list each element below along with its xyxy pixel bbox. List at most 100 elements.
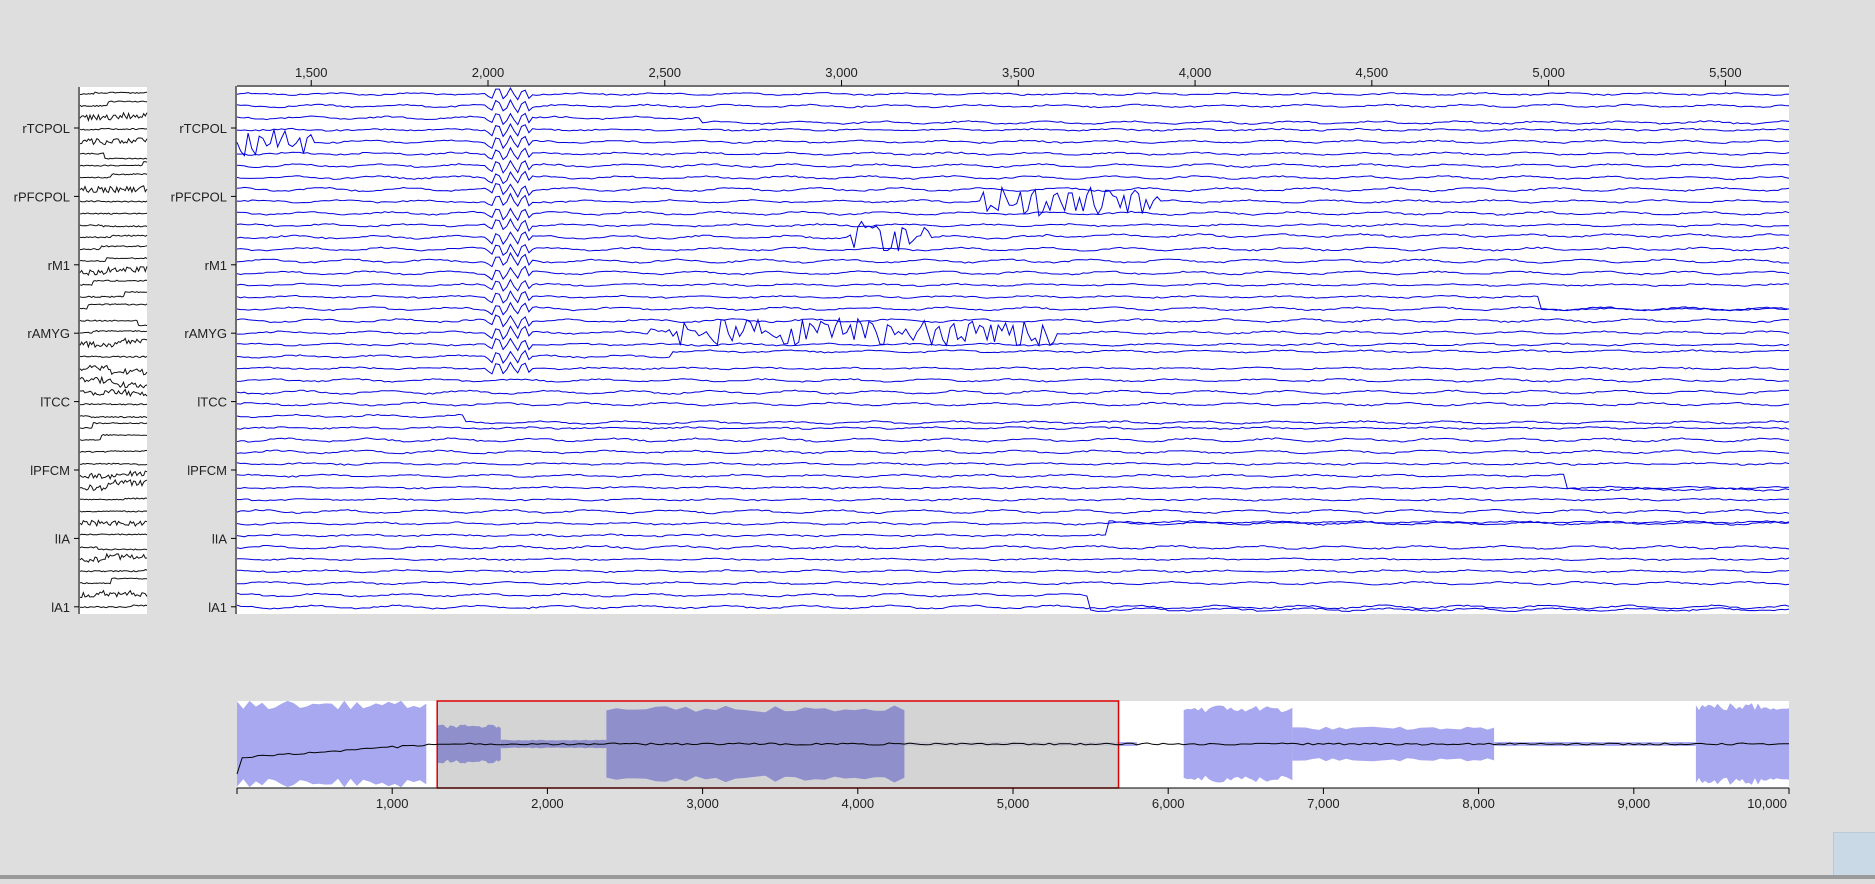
main-trace [236, 278, 1790, 292]
overview-navigator[interactable]: 1,000 2,000 3,000 4,000 5,000 6,000 7,000 8,000… [236, 700, 1790, 811]
thumbnail-channel-label: lIA [55, 531, 71, 546]
overview-envelope-segment [1695, 703, 1789, 785]
main-trace [236, 290, 1790, 312]
thumbnail-trace [79, 245, 148, 251]
main-trace [236, 592, 1790, 613]
main-trace [237, 569, 1790, 574]
main-channel-label: lTCC [197, 395, 227, 410]
main-trace [236, 520, 1790, 538]
main-trace [236, 521, 1790, 526]
main-trace [236, 401, 1790, 407]
overview-x-tick-label: 10,000 [1747, 796, 1787, 811]
main-trace [236, 170, 1790, 185]
thumbnail-trace [79, 469, 148, 480]
main-trace [236, 544, 1790, 550]
main-x-tick-label: 2,000 [472, 65, 505, 80]
thumbnail-trace [79, 173, 148, 179]
thumbnail-trace [79, 337, 148, 349]
main-trace [236, 426, 1790, 430]
thumbnail-trace [79, 433, 148, 441]
overview-x-tick-label: 1,000 [376, 796, 409, 811]
main-trace [236, 497, 1790, 502]
thumbnail-trace [79, 589, 148, 599]
main-channel-label: lIA [212, 531, 228, 546]
main-x-tick-label: 2,500 [648, 65, 681, 80]
main-trace [236, 557, 1790, 562]
main-trace-panel[interactable]: 1,500 2,000 2,500 3,000 3,500 4,000 4,500 5,000… [171, 65, 1790, 615]
main-trace [236, 413, 1790, 425]
overview-x-tick-label: 2,000 [531, 796, 564, 811]
main-trace [236, 337, 1790, 352]
thumbnail-trace [79, 91, 148, 96]
main-channel-label: rM1 [205, 258, 227, 273]
main-x-tick-label: 5,000 [1532, 65, 1565, 80]
thumbnail-channel-label: lPFCM [30, 463, 70, 478]
overview-envelope-segment [500, 739, 607, 749]
main-trace [236, 485, 1790, 490]
overview-x-tick-label: 9,000 [1618, 796, 1651, 811]
main-trace [236, 146, 1790, 161]
main-channel-label: lPFCM [187, 463, 227, 478]
main-trace [236, 461, 1790, 466]
thumbnail-trace [79, 533, 148, 536]
main-trace [236, 159, 1790, 174]
main-x-tick-label: 4,000 [1179, 65, 1212, 80]
main-trace [236, 473, 1790, 492]
main-trace [236, 265, 1790, 281]
thumbnail-trace [79, 403, 148, 406]
thumbnail-trace [79, 290, 148, 298]
thumbnail-plot-area[interactable] [80, 87, 147, 614]
main-trace [236, 122, 1789, 138]
thumbnail-trace [79, 422, 148, 430]
main-x-tick-label: 1,500 [295, 65, 328, 80]
main-trace [236, 349, 1790, 364]
main-trace [236, 207, 1790, 222]
overview-x-tick-label: 3,000 [686, 796, 719, 811]
overview-mean-trace [236, 742, 1790, 775]
main-trace [236, 86, 1790, 101]
thumbnail-trace [79, 450, 147, 453]
overview-x-ticks: 1,000 2,000 3,000 4,000 5,000 6,000 7,000 8,000… [236, 788, 1790, 811]
thumbnail-trace [80, 577, 148, 585]
thumbnail-trace [79, 257, 148, 263]
thumbnail-channel-labels: rTCPOL rPFCPOL rM1 rAMYG lTCC lPFCM lIA lA1 [14, 121, 79, 615]
main-x-tick-label: 3,500 [1002, 65, 1035, 80]
thumbnail-trace [79, 462, 148, 466]
thumbnail-trace [79, 234, 148, 239]
thumbnail-trace [79, 137, 148, 146]
thumbnail-trace [79, 546, 148, 551]
main-trace [236, 449, 1790, 455]
thumbnail-traces [79, 91, 148, 609]
main-traces [236, 86, 1790, 613]
main-x-ticks: 1,500 2,000 2,500 3,000 3,500 4,000 4,500 5,000… [295, 65, 1742, 86]
thumbnail-channel-label: lTCC [40, 395, 70, 410]
thumbnail-trace [79, 510, 148, 513]
thumbnail-channel-label: lA1 [51, 600, 70, 615]
thumbnail-trace [79, 152, 148, 160]
thumbnail-trace [80, 329, 148, 334]
main-trace [236, 218, 1790, 233]
channel-thumbnail-panel[interactable]: rTCPOL rPFCPOL rM1 rAMYG lTCC lPFCM lIA lA1 [14, 87, 148, 615]
overview-envelope-segment [237, 700, 427, 788]
main-trace [236, 437, 1790, 443]
main-channel-label: rTCPOL [179, 121, 227, 136]
thumbnail-trace [79, 279, 148, 286]
thumbnail-trace [79, 552, 148, 564]
main-trace [237, 580, 1790, 586]
thumbnail-trace [79, 224, 148, 228]
main-trace [236, 185, 1790, 217]
thumbnail-trace [79, 265, 148, 277]
main-trace [236, 129, 1790, 157]
main-trace [236, 604, 1790, 610]
main-channel-label: rAMYG [184, 326, 227, 341]
thumbnail-trace [79, 319, 148, 327]
main-trace [236, 377, 1790, 383]
thumbnail-trace [79, 185, 148, 194]
thumbnail-channel-label: rPFCPOL [14, 189, 70, 204]
main-trace [236, 243, 1790, 258]
overview-x-tick-label: 8,000 [1462, 796, 1495, 811]
overview-x-tick-label: 5,000 [997, 796, 1030, 811]
main-trace [236, 112, 1790, 126]
resize-grip[interactable] [1833, 832, 1875, 876]
